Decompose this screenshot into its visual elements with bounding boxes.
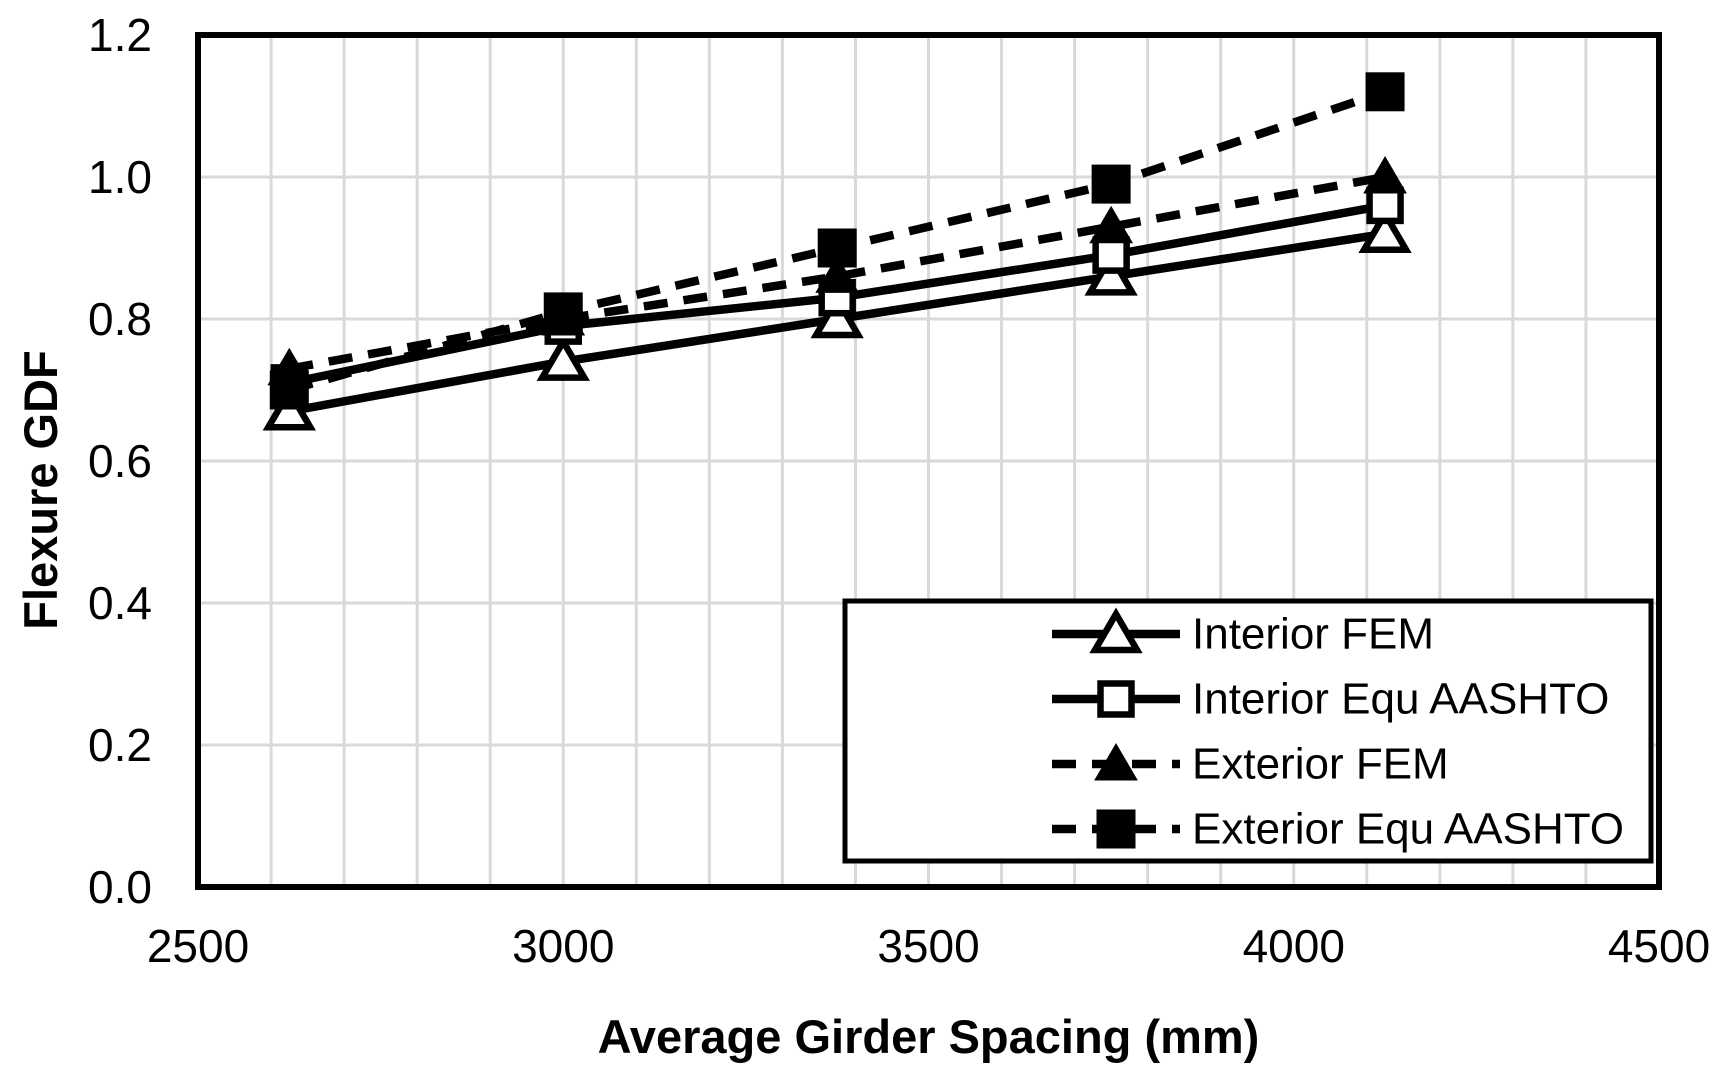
marker-legend-interior-equ-aashto	[1097, 680, 1135, 718]
marker-exterior-equ-aashto	[269, 370, 309, 410]
y-tick-label: 1.2	[88, 9, 152, 61]
marker-interior-fem	[1358, 207, 1412, 254]
marker-legend-exterior-equ-aashto	[1096, 809, 1136, 849]
legend-label-exterior-equ-aashto: Exterior Equ AASHTO	[1192, 805, 1624, 854]
plot-border	[195, 32, 1662, 890]
marker-exterior-equ-aashto	[1365, 72, 1405, 112]
marker-interior-equ-aashto	[1366, 186, 1404, 225]
marker-exterior-fem	[1363, 156, 1407, 194]
axis-tick-labels: 2500 3000 3500 4000 4500 0.0 0.2 0.4 0.6 0.8 1.0 1.…	[88, 9, 1710, 972]
marker-interior-fem	[810, 292, 864, 339]
y-tick-label: 1.0	[88, 151, 152, 203]
x-tick-label: 4000	[1243, 920, 1345, 972]
legend-label-exterior-fem: Exterior FEM	[1192, 740, 1449, 789]
x-tick-label: 3500	[877, 920, 979, 972]
legend-item-exterior-equ-aashto: Exterior Equ AASHTO	[1052, 805, 1624, 854]
x-axis-title: Average Girder Spacing (mm)	[598, 1010, 1260, 1063]
x-tick-label: 2500	[147, 920, 249, 972]
legend-label-interior-fem: Interior FEM	[1192, 610, 1434, 659]
marker-exterior-fem	[1089, 205, 1133, 244]
legend-item-exterior-fem: Exterior FEM	[1052, 740, 1449, 789]
marker-legend-interior-fem	[1089, 607, 1143, 654]
marker-exterior-fem	[815, 255, 860, 293]
marker-interior-equ-aashto	[1092, 236, 1130, 274]
legend-label-interior-equ-aashto: Interior Equ AASHTO	[1192, 675, 1609, 724]
series-exterior-equ-aashto	[269, 72, 1405, 410]
marker-exterior-equ-aashto	[543, 292, 583, 332]
y-tick-label: 0.4	[88, 577, 152, 629]
y-tick-label: 0.6	[88, 435, 152, 487]
legend-box	[842, 598, 1654, 864]
marker-interior-fem	[1084, 249, 1138, 296]
x-tick-label: 3000	[512, 920, 614, 972]
legend: Interior FEM Interior Equ AASHTO Exterior …	[842, 598, 1654, 864]
marker-legend-exterior-fem	[1094, 743, 1138, 781]
y-tick-label: 0.0	[88, 861, 152, 913]
x-tick-label: 4500	[1608, 920, 1710, 972]
series-line-exterior-fem	[288, 172, 1386, 373]
marker-exterior-equ-aashto	[1091, 164, 1131, 204]
marker-interior-fem	[536, 335, 590, 381]
marker-exterior-equ-aashto	[817, 228, 857, 268]
y-tick-label: 0.8	[88, 293, 152, 345]
legend-item-interior-equ-aashto: Interior Equ AASHTO	[1052, 675, 1609, 724]
legend-item-interior-fem: Interior FEM	[1052, 607, 1434, 659]
y-tick-label: 0.2	[88, 719, 152, 771]
y-axis-title: Flexure GDF	[14, 350, 67, 629]
